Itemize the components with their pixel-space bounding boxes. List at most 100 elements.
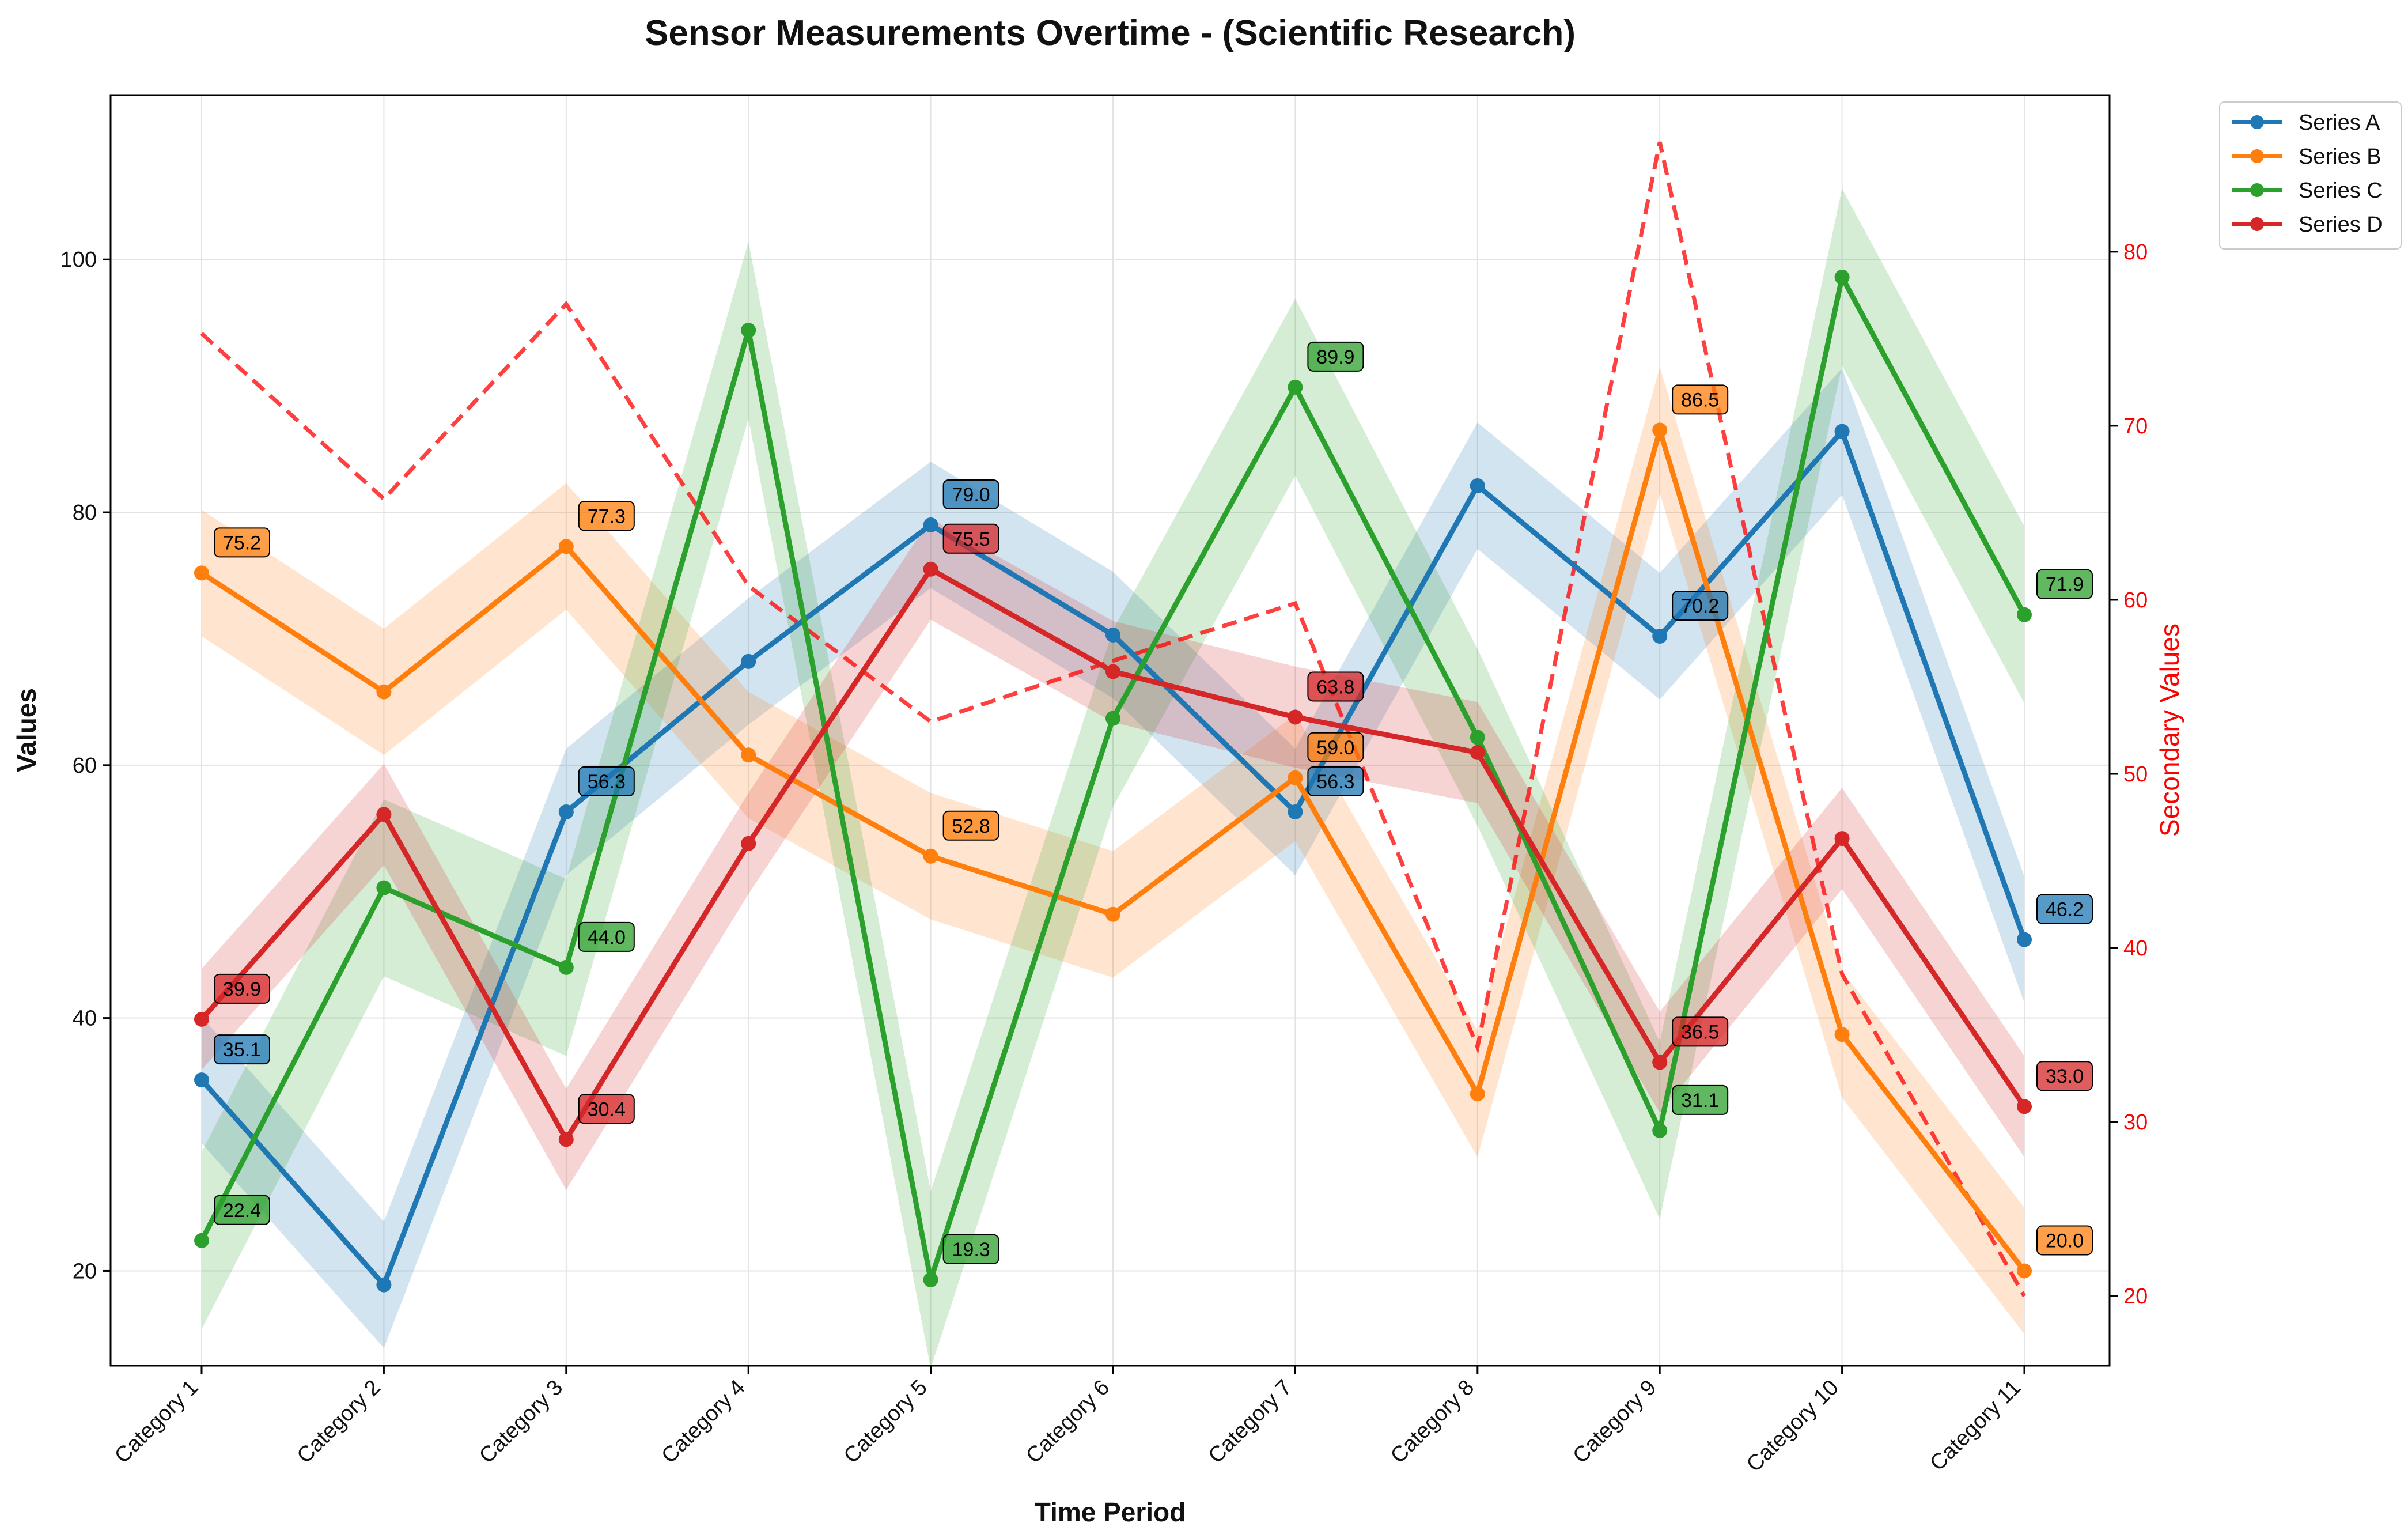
data-label-text: 77.3	[588, 505, 626, 527]
data-label-box	[214, 973, 270, 1004]
data-label-text: 71.9	[2046, 574, 2084, 596]
data-label-text: 33.0	[2046, 1065, 2084, 1087]
data-label-box	[942, 1234, 999, 1264]
series-4-point	[1288, 709, 1303, 725]
legend-marker-series-2	[2250, 149, 2264, 163]
legend-marker-series-1	[2250, 115, 2264, 129]
series-4-point	[741, 836, 756, 851]
series-4-point	[1652, 1055, 1668, 1070]
series-2-point	[558, 539, 574, 554]
data-label-text: 46.2	[2046, 899, 2084, 921]
series-2-point	[194, 565, 209, 581]
secondary-y-tick-label: 70	[2123, 414, 2148, 439]
data-label-box	[578, 501, 635, 531]
data-label-box	[1672, 1016, 1729, 1047]
series-1-point	[741, 653, 756, 669]
secondary-y-axis-label: Secondary Values	[2155, 623, 2184, 837]
secondary-y-tick-label: 80	[2123, 240, 2148, 264]
series-3-point	[1834, 269, 1850, 285]
secondary-y-axis-ticks: 20 30 40 50 60 70 80	[2110, 240, 2148, 1309]
series-3-point	[1470, 730, 1485, 745]
data-label-text: 75.5	[952, 528, 990, 550]
legend-marker-series-4	[2250, 217, 2264, 231]
data-label: 63.8	[1307, 671, 1364, 702]
data-label-box	[214, 527, 270, 558]
series-1-point	[376, 1277, 392, 1293]
y-tick-label: 100	[60, 248, 97, 272]
secondary-y-tick-label: 50	[2123, 762, 2148, 787]
data-label-text: 39.9	[223, 978, 261, 1000]
series-1-point	[194, 1072, 209, 1088]
data-label-box	[2036, 1225, 2093, 1256]
series-1-point	[1834, 424, 1850, 439]
data-label: 19.3	[942, 1234, 999, 1264]
data-label: 79.0	[942, 479, 999, 509]
legend-label-series-2: Series B	[2299, 145, 2382, 169]
data-label: 56.3	[578, 766, 635, 797]
data-label-box	[1672, 1084, 1729, 1115]
data-label-text: 20.0	[2046, 1230, 2084, 1252]
data-label-box	[578, 921, 635, 952]
data-label-text: 30.4	[588, 1098, 626, 1120]
data-label: 86.5	[1672, 384, 1729, 415]
confidence-bands	[202, 188, 2024, 1369]
data-label-text: 35.1	[223, 1039, 261, 1061]
secondary-y-tick-label: 20	[2123, 1284, 2148, 1309]
data-label: 44.0	[578, 921, 635, 952]
data-label-box	[1307, 341, 1364, 372]
y-axis-label: Values	[12, 688, 41, 772]
series-4-point	[1470, 745, 1485, 760]
series-3-point	[741, 323, 756, 338]
data-label-box	[942, 810, 999, 841]
series-2-point	[1652, 422, 1668, 438]
series-4-point	[923, 561, 938, 577]
legend-label-series-4: Series D	[2299, 213, 2383, 237]
series-2-point	[376, 684, 392, 700]
data-label-box	[578, 766, 635, 797]
series-4-point	[376, 807, 392, 822]
data-label-box	[2036, 1061, 2093, 1091]
series-1-point	[923, 517, 938, 532]
series-2-point	[1288, 770, 1303, 785]
data-label: 20.0	[2036, 1225, 2093, 1256]
series-1-point	[1288, 804, 1303, 820]
data-label: 39.9	[214, 973, 270, 1004]
confidence-band-series-1	[202, 368, 2024, 1348]
series-1-point	[1470, 478, 1485, 493]
data-label-text: 52.8	[952, 815, 990, 837]
series-3-point	[1652, 1123, 1668, 1138]
series-1-point	[1652, 629, 1668, 644]
y-tick-label: 60	[73, 754, 97, 778]
legend-box	[2219, 101, 2402, 250]
data-label: 46.2	[2036, 894, 2093, 924]
series-4-point	[1834, 831, 1850, 847]
data-label-box	[942, 479, 999, 509]
confidence-band-series-4	[202, 519, 2024, 1191]
secondary-y-tick-label: 40	[2123, 936, 2148, 961]
series-4-point	[2017, 1099, 2032, 1114]
series-3-point	[376, 880, 392, 895]
data-label-text: 56.3	[1316, 771, 1354, 793]
y-axis-ticks: 20 40 60 80 100	[60, 248, 111, 1283]
data-label-text: 19.3	[952, 1239, 990, 1261]
x-axis-label: Time Period	[1035, 1497, 1186, 1527]
data-label: 75.2	[214, 527, 270, 558]
data-label: 56.3	[1307, 766, 1364, 797]
secondary-series	[200, 141, 2027, 1297]
y-tick-label: 20	[73, 1259, 97, 1283]
data-label-text: 89.9	[1316, 346, 1354, 368]
data-label-box	[1307, 671, 1364, 702]
data-label: 33.0	[2036, 1061, 2093, 1091]
data-label: 77.3	[578, 501, 635, 531]
data-label-text: 70.2	[1681, 595, 1719, 617]
data-label: 35.1	[214, 1034, 270, 1065]
series-2-point	[1834, 1027, 1850, 1042]
data-label: 75.5	[942, 523, 999, 554]
legend-label-series-3: Series C	[2299, 179, 2383, 203]
data-label-box	[1307, 732, 1364, 762]
data-label: 70.2	[1672, 591, 1729, 621]
data-label-text: 56.3	[588, 771, 626, 793]
series-3-point	[194, 1233, 209, 1248]
